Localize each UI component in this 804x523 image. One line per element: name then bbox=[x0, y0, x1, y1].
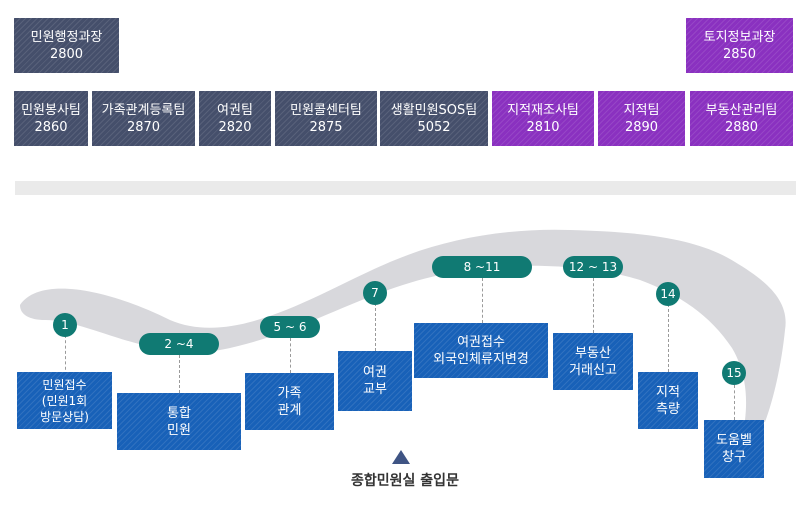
team-ext: 5052 bbox=[417, 119, 451, 135]
leader-line bbox=[375, 303, 376, 351]
team-box: 지적팀 2890 bbox=[598, 91, 685, 146]
team-ext: 2875 bbox=[309, 119, 343, 135]
service-window: 가족 관계 bbox=[245, 373, 334, 430]
team-name: 여권팀 bbox=[217, 102, 253, 118]
service-window-line: 여권 bbox=[363, 365, 387, 380]
service-window: 통합 민원 bbox=[117, 393, 241, 450]
triangle-up-icon bbox=[392, 450, 410, 464]
window-marker: 5 ~ 6 bbox=[260, 316, 320, 338]
service-window-line: 창구 bbox=[722, 450, 746, 465]
director-civil-admin: 민원행정과장 2800 bbox=[14, 18, 119, 73]
service-window-line: 여권접수 bbox=[457, 334, 505, 350]
team-name: 지적재조사팀 bbox=[507, 102, 579, 118]
leader-line bbox=[482, 278, 483, 323]
section-divider bbox=[15, 181, 796, 195]
service-window: 부동산 거래신고 bbox=[553, 333, 633, 390]
service-window: 지적 측량 bbox=[638, 372, 698, 429]
team-box: 민원봉사팀 2860 bbox=[14, 91, 88, 146]
service-window-line: 교부 bbox=[363, 382, 387, 397]
window-marker: 14 bbox=[656, 282, 680, 306]
service-window-line: 방문상담) bbox=[40, 409, 89, 424]
leader-line bbox=[290, 338, 291, 373]
service-window-line: 거래신고 bbox=[569, 362, 617, 378]
window-marker: 7 bbox=[363, 281, 387, 305]
service-window-line: 관계 bbox=[277, 402, 302, 418]
team-box: 부동산관리팀 2880 bbox=[690, 91, 793, 146]
service-window-line: (민원1회 bbox=[41, 393, 88, 408]
director-land-info-ext: 2850 bbox=[722, 46, 757, 62]
team-name: 민원봉사팀 bbox=[21, 102, 81, 118]
service-window-line: 민원 bbox=[167, 422, 191, 438]
team-name: 생활민원SOS팀 bbox=[390, 102, 478, 118]
entrance-label: 종합민원실 출입문 bbox=[351, 473, 459, 489]
team-ext: 2860 bbox=[34, 119, 68, 135]
window-marker: 8 ~11 bbox=[432, 256, 532, 278]
service-window-line: 측량 bbox=[656, 401, 680, 417]
window-marker: 12 ~ 13 bbox=[563, 256, 623, 278]
window-marker: 2 ~4 bbox=[139, 333, 219, 355]
hall-path-band bbox=[20, 229, 786, 422]
leader-line bbox=[179, 355, 180, 393]
team-name: 가족관계등록팀 bbox=[101, 102, 186, 118]
service-window-line: 가족 bbox=[277, 385, 302, 401]
window-marker: 15 bbox=[722, 361, 746, 385]
team-ext: 2810 bbox=[526, 119, 560, 135]
team-box: 지적재조사팀 2810 bbox=[492, 91, 594, 146]
team-ext: 2870 bbox=[126, 119, 161, 135]
director-civil-admin-ext: 2800 bbox=[49, 46, 84, 62]
director-land-info: 토지정보과장 2850 bbox=[686, 18, 793, 73]
team-ext: 2820 bbox=[218, 119, 252, 135]
director-land-info-name: 토지정보과장 bbox=[703, 29, 776, 45]
service-window-line: 통합 bbox=[167, 405, 191, 421]
director-civil-admin-name: 민원행정과장 bbox=[30, 29, 103, 45]
team-ext: 2880 bbox=[724, 119, 759, 135]
service-window-line: 외국인체류지변경 bbox=[433, 351, 529, 367]
service-window: 여권 교부 bbox=[338, 351, 412, 411]
team-box: 민원콜센터팀 2875 bbox=[275, 91, 377, 146]
window-marker: 1 bbox=[53, 313, 77, 337]
service-window-line: 지적 bbox=[656, 384, 680, 400]
team-name: 부동산관리팀 bbox=[705, 102, 778, 118]
leader-line bbox=[734, 385, 735, 420]
team-box: 여권팀 2820 bbox=[199, 91, 271, 146]
leader-line bbox=[668, 304, 669, 372]
service-window-line: 도움벨 bbox=[716, 433, 752, 448]
team-name: 지적팀 bbox=[623, 102, 660, 118]
service-window: 여권접수 외국인체류지변경 bbox=[414, 323, 548, 378]
team-ext: 2890 bbox=[624, 119, 659, 135]
team-box: 생활민원SOS팀 5052 bbox=[380, 91, 488, 146]
service-window: 도움벨 창구 bbox=[704, 420, 764, 478]
leader-line bbox=[593, 278, 594, 333]
service-window-line: 부동산 bbox=[575, 345, 611, 361]
team-box: 가족관계등록팀 2870 bbox=[92, 91, 195, 146]
leader-line bbox=[65, 335, 66, 375]
team-name: 민원콜센터팀 bbox=[290, 102, 362, 118]
service-window: 민원접수 (민원1회 방문상담) bbox=[17, 372, 112, 429]
service-window-line: 민원접수 bbox=[42, 377, 87, 392]
